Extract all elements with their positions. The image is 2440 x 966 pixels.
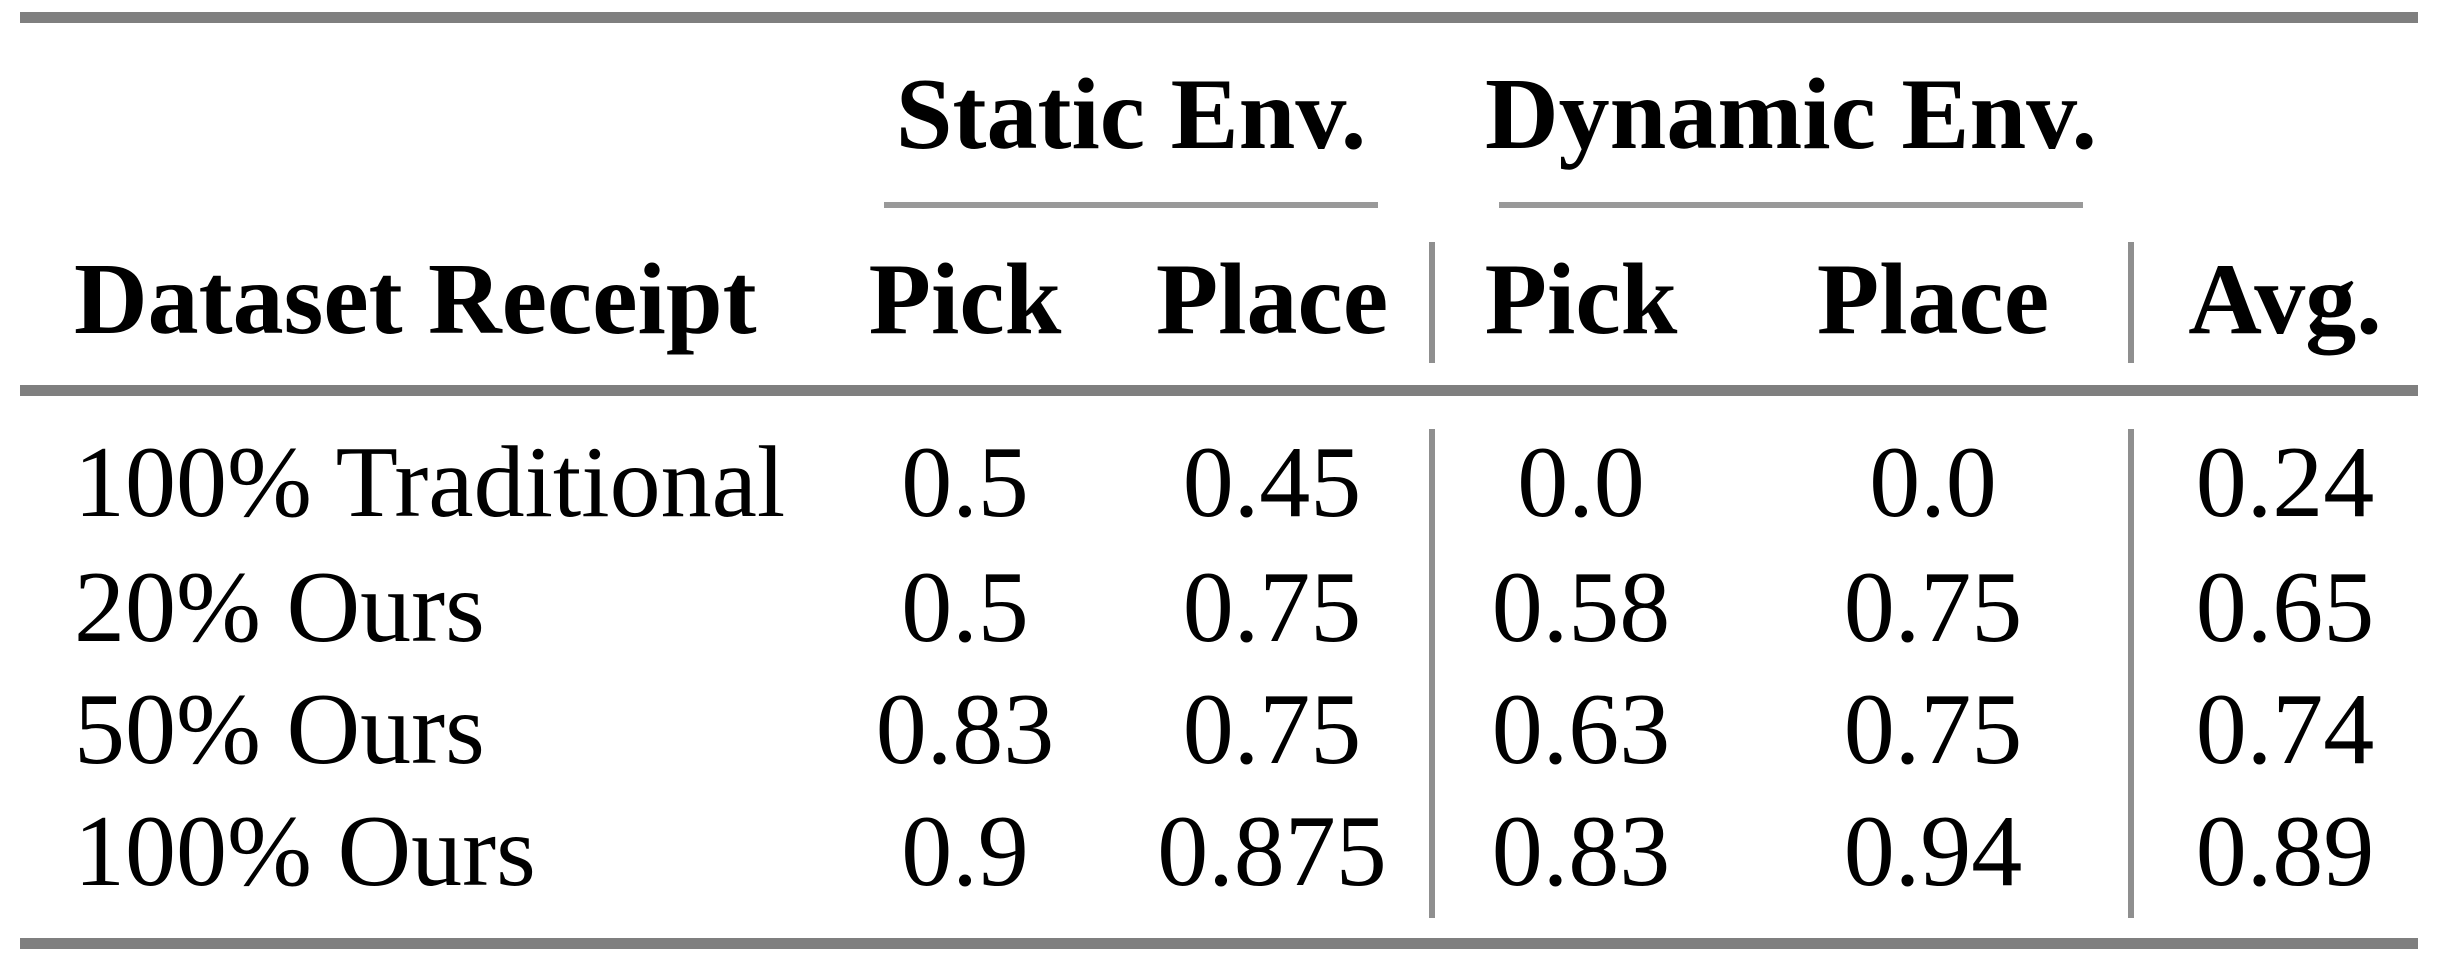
cell-avg: 0.65 (2195, 551, 2375, 664)
static-env-group-header: Static Env. (895, 58, 1367, 171)
dynamic-env-underline (1499, 202, 2083, 208)
cell-static-pick: 0.9 (901, 795, 1029, 908)
cell-dynamic-place: 0.94 (1843, 795, 2023, 908)
horizontal-rule-bottom (20, 938, 2418, 949)
divider-static-dynamic-body (1429, 429, 1435, 918)
cell-avg: 0.74 (2195, 673, 2375, 786)
divider-dynamic-avg-header (2128, 242, 2134, 363)
column-header-avg: Avg. (2188, 243, 2382, 356)
column-header-static-place: Place (1155, 243, 1389, 356)
cell-static-pick: 0.5 (901, 551, 1029, 664)
column-header-static-pick: Pick (868, 243, 1062, 356)
cell-static-place: 0.75 (1182, 551, 1362, 664)
dynamic-env-group-header: Dynamic Env. (1484, 58, 2098, 171)
divider-dynamic-avg-body (2128, 429, 2134, 918)
column-header-dynamic-pick: Pick (1484, 243, 1678, 356)
divider-static-dynamic-header (1429, 242, 1435, 363)
cell-static-place: 0.875 (1157, 795, 1387, 908)
column-header-dataset-receipt: Dataset Receipt (74, 243, 757, 356)
cell-static-place: 0.45 (1182, 426, 1362, 539)
cell-static-pick: 0.83 (875, 673, 1055, 786)
row-label: 50% Ours (74, 673, 485, 786)
cell-dynamic-pick: 0.0 (1517, 426, 1645, 539)
horizontal-rule-top (20, 12, 2418, 23)
static-env-underline (884, 202, 1378, 208)
cell-avg: 0.89 (2195, 795, 2375, 908)
cell-dynamic-pick: 0.58 (1491, 551, 1671, 664)
row-label: 100% Ours (74, 795, 536, 908)
cell-static-place: 0.75 (1182, 673, 1362, 786)
cell-static-pick: 0.5 (901, 426, 1029, 539)
cell-dynamic-pick: 0.83 (1491, 795, 1671, 908)
horizontal-rule-header-bottom (20, 385, 2418, 396)
row-label: 20% Ours (74, 551, 485, 664)
row-label: 100% Traditional (74, 426, 786, 539)
cell-dynamic-pick: 0.63 (1491, 673, 1671, 786)
column-header-dynamic-place: Place (1816, 243, 2050, 356)
cell-dynamic-place: 0.0 (1869, 426, 1997, 539)
cell-dynamic-place: 0.75 (1843, 551, 2023, 664)
cell-dynamic-place: 0.75 (1843, 673, 2023, 786)
cell-avg: 0.24 (2195, 426, 2375, 539)
